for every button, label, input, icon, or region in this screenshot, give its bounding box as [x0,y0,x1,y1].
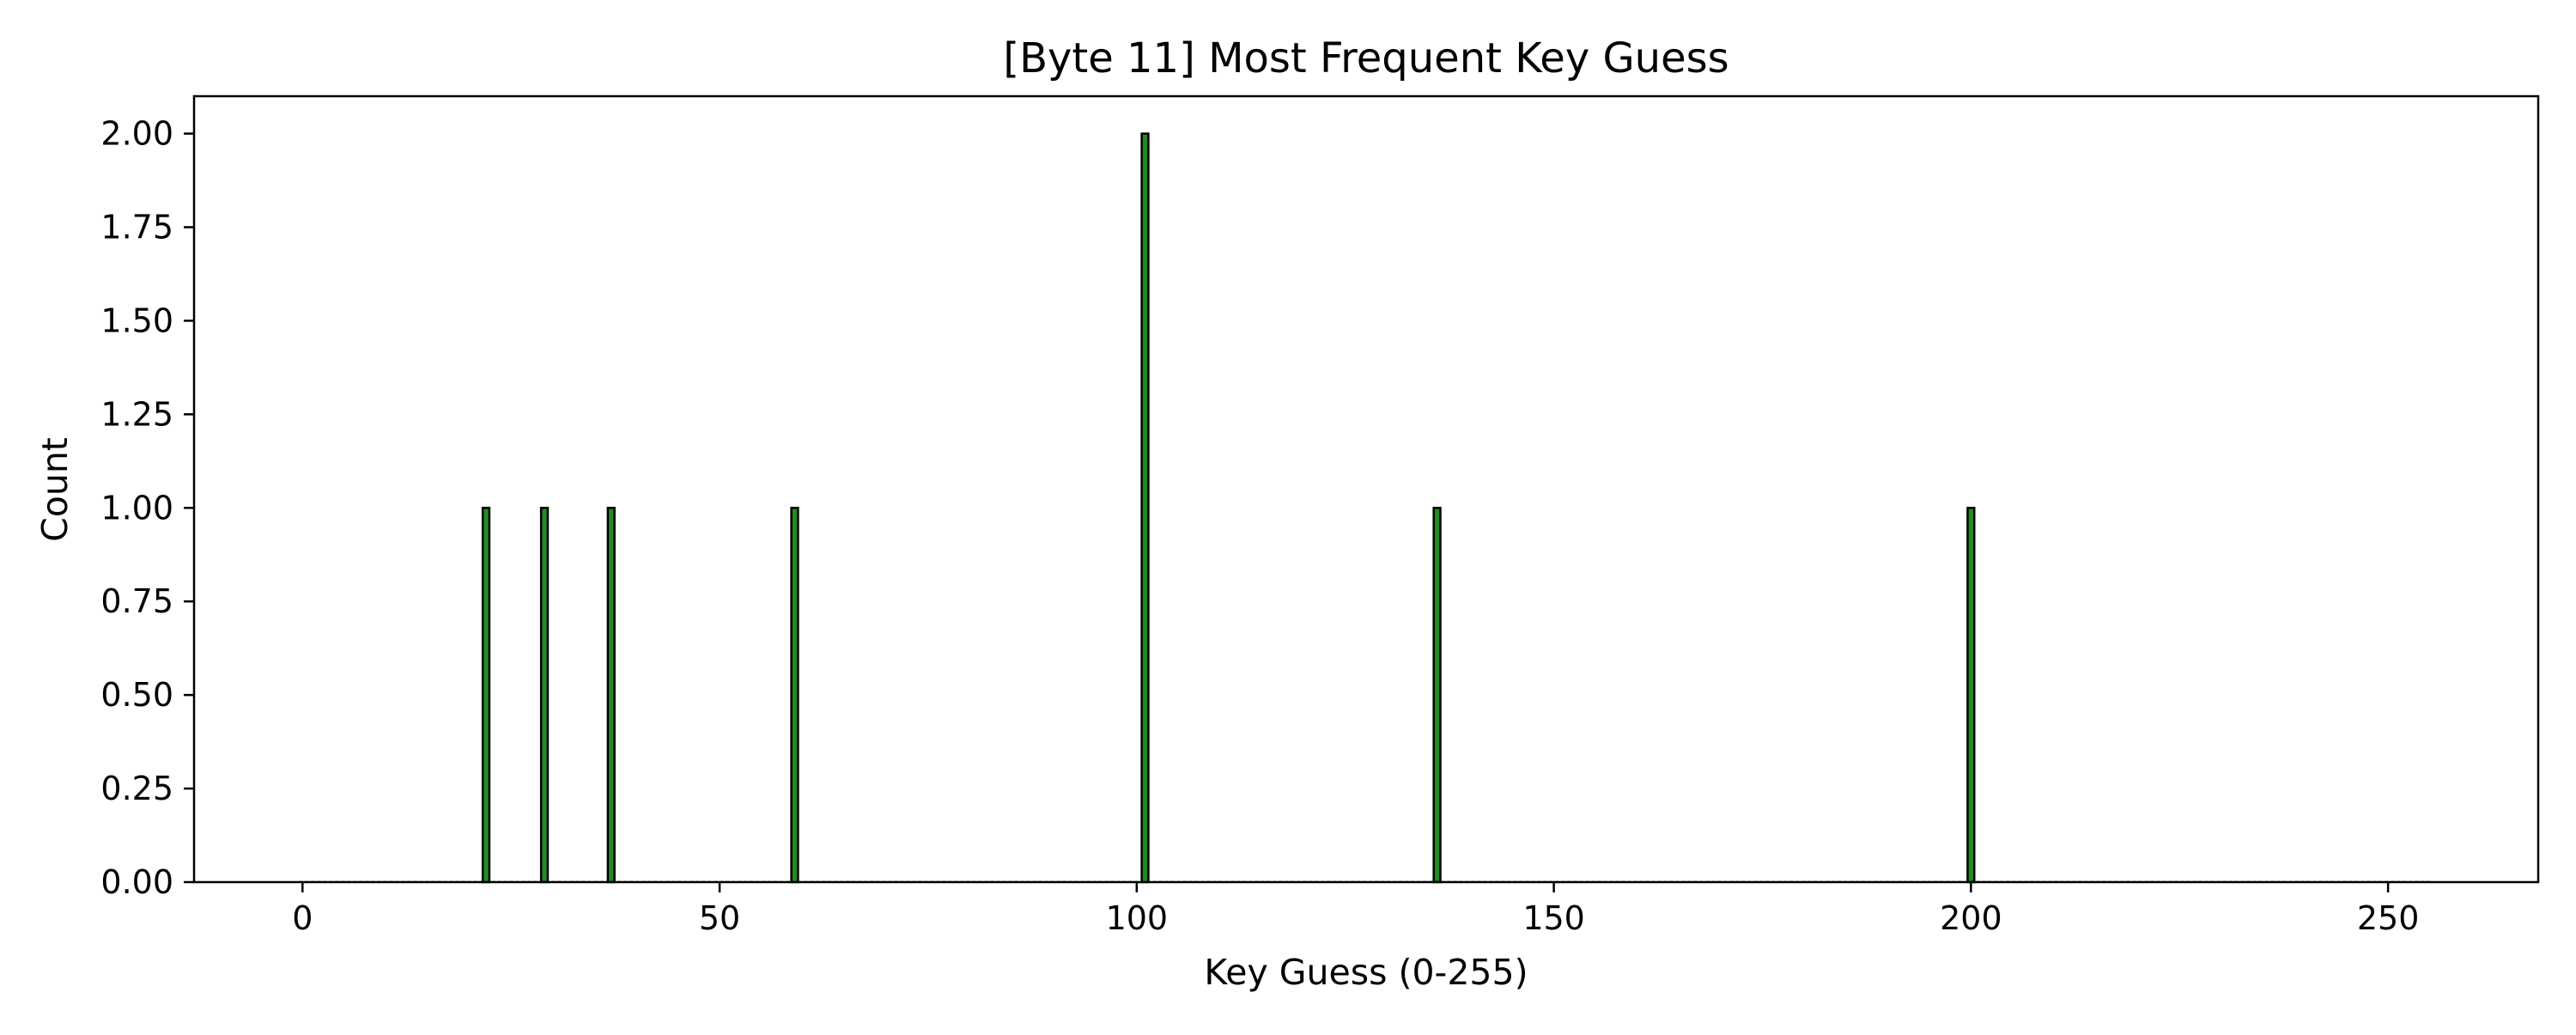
y-axis-label: Count [34,437,76,542]
bars [481,132,1976,884]
y-tick-label: 2.00 [100,115,173,153]
bar [606,507,616,884]
x-tick-label: 50 [699,899,740,937]
y-tick-label: 1.00 [100,489,173,527]
bar [790,507,799,884]
x-tick-label: 150 [1522,899,1585,937]
bar [1966,507,1976,884]
x-tick-label: 100 [1106,899,1169,937]
y-tick-label: 0.50 [100,676,173,714]
y-tick-label: 1.75 [100,209,173,247]
x-tick-label: 250 [2357,899,2420,937]
x-tick-label: 0 [292,899,313,937]
x-axis-ticks: 0 50 100 150 200 250 [292,882,2419,937]
y-tick-label: 0.75 [100,582,173,620]
x-tick-label: 200 [1940,899,2002,937]
bar [1432,507,1442,884]
y-tick-label: 1.50 [100,301,173,339]
bar [539,507,550,884]
y-tick-label: 0.00 [100,863,173,901]
bar [1140,132,1150,884]
chart-title: [Byte 11] Most Frequent Key Guess [1003,34,1728,82]
bar [481,507,491,884]
y-tick-label: 1.25 [100,395,173,433]
x-axis-label: Key Guess (0-255) [1204,952,1528,993]
y-axis-ticks: 0.00 0.25 0.50 0.75 1.00 1.25 1.50 1.75 2.00 [100,115,194,901]
y-tick-label: 0.25 [100,770,173,807]
plot-frame [192,94,2540,884]
